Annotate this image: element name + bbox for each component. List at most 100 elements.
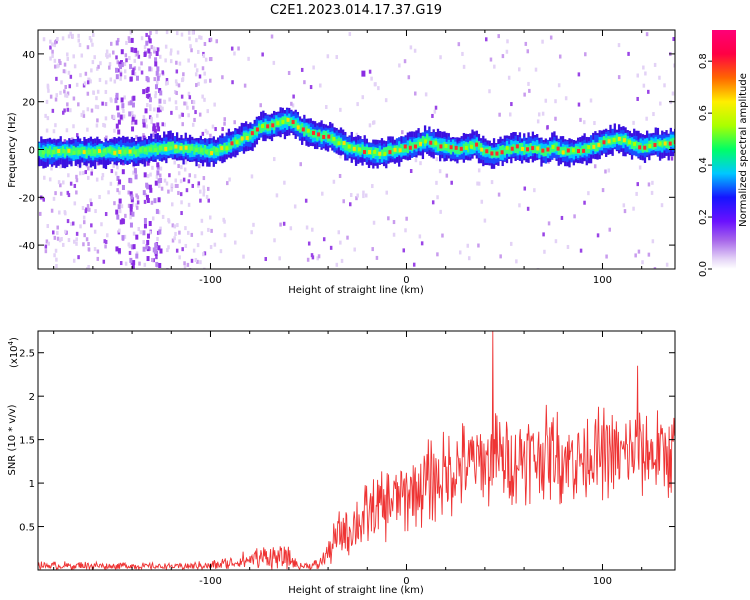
spectrogram-speckle	[60, 80, 63, 85]
spectrogram-speckle	[191, 99, 194, 104]
spectrogram-speckle	[84, 170, 88, 175]
spectrogram-ridge-cell	[115, 149, 118, 157]
spectrogram-ridge-core	[541, 148, 545, 153]
spectrogram-streak	[159, 90, 163, 96]
spectrogram-streak	[129, 64, 133, 70]
spectrogram-speckle	[173, 224, 177, 229]
spectrogram-speckle	[94, 209, 97, 214]
spectrogram-ylabel: Frequency (Hz)	[7, 112, 18, 188]
spectrogram-speckle	[149, 51, 152, 56]
spectrogram-speckle	[404, 228, 407, 233]
spectrogram-ridge-core	[561, 150, 565, 155]
spectrogram-speckle	[375, 255, 379, 260]
spectrogram-ridge-cell	[387, 145, 390, 154]
spectrogram-speckle	[642, 65, 645, 70]
spectrogram-speckle	[87, 77, 91, 82]
spectrogram-speckle	[233, 51, 236, 56]
spectrogram-speckle	[104, 244, 107, 249]
spectrogram-speckle	[63, 62, 67, 67]
spectrogram-ridge-core	[510, 146, 514, 151]
spectrogram-speckle	[536, 119, 540, 124]
spectrogram-speckle	[104, 239, 108, 244]
spectrogram-ridge-core	[306, 128, 310, 133]
spectrogram-speckle	[72, 239, 76, 244]
spectrogram-speckle	[160, 186, 164, 191]
spectrogram-speckle	[283, 180, 286, 185]
spectrogram-ridge-cell	[264, 122, 267, 130]
spectrogram-speckle	[51, 49, 54, 54]
spectrogram-streak	[143, 217, 147, 223]
spectrogram-speckle	[129, 211, 133, 216]
spectrogram-speckle	[180, 211, 183, 216]
spectrogram-speckle	[93, 55, 96, 60]
spectrogram-ridge-cell	[594, 143, 597, 152]
spectrogram-speckle	[52, 230, 55, 235]
spectrogram-speckle	[97, 64, 100, 69]
spectrogram-speckle	[250, 230, 253, 235]
spectrogram-speckle	[67, 70, 71, 75]
spectrogram-speckle	[653, 62, 657, 67]
spectrogram-speckle	[371, 247, 374, 252]
spectrogram-speckle	[219, 249, 223, 254]
spectrogram-ridge-core	[184, 145, 188, 150]
spectrogram-speckle	[403, 59, 407, 64]
spectrogram-speckle	[69, 181, 73, 186]
spectrogram-ridge-core	[128, 149, 132, 154]
spectrogram-speckle	[431, 200, 435, 205]
spectrogram-ridge-core	[403, 144, 407, 149]
spectrogram-speckle	[145, 32, 148, 37]
spectrogram-speckle	[55, 264, 58, 269]
spectrogram-speckle	[413, 48, 417, 53]
spectrogram-speckle	[54, 248, 58, 253]
spectrogram-speckle	[90, 38, 93, 43]
spectrogram-speckle	[273, 238, 276, 243]
spectrogram-speckle	[338, 173, 342, 178]
spectrogram-ridge-core	[143, 147, 147, 152]
spectrogram-speckle	[300, 67, 304, 72]
spectrogram-speckle	[154, 94, 157, 99]
spectrogram-speckle	[329, 245, 333, 250]
spectrogram-ridge-cell	[389, 146, 392, 154]
spectrogram-ridge-cell	[333, 137, 336, 145]
spectrogram-speckle	[201, 94, 204, 99]
spectrogram-speckle	[45, 99, 49, 104]
spectrogram-speckle	[194, 110, 197, 115]
spectrogram-ytick-label: 20	[22, 98, 35, 109]
spectrogram-speckle	[523, 186, 527, 191]
spectrogram-speckle	[483, 218, 487, 223]
spectrogram-speckle	[75, 237, 78, 242]
spectrogram-speckle	[146, 174, 150, 179]
spectrogram-ridge-core	[62, 148, 66, 153]
spectrogram-speckle	[159, 108, 162, 113]
spectrogram-speckle	[108, 62, 112, 67]
spectrogram-streak	[131, 244, 135, 250]
spectrogram-ridge-core	[368, 150, 372, 155]
spectrogram-speckle	[103, 239, 107, 244]
spectrogram-streak	[146, 233, 150, 239]
spectrogram-ridge-core	[240, 136, 244, 141]
spectrogram-speckle	[140, 36, 144, 41]
spectrogram-speckle	[96, 89, 100, 94]
spectrogram-speckle	[102, 122, 105, 127]
spectrogram-speckle	[149, 104, 152, 109]
spectrogram-speckle	[133, 114, 137, 119]
spectrogram-speckle	[353, 247, 356, 252]
spectrogram-streak	[129, 100, 133, 106]
spectrogram-speckle	[169, 48, 173, 53]
spectrogram-speckle	[497, 192, 501, 197]
spectrogram-speckle	[155, 47, 158, 52]
spectrogram-speckle	[583, 120, 586, 125]
spectrogram-speckle	[77, 33, 80, 38]
spectrogram-ridge-core	[332, 136, 336, 141]
spectrogram-speckle	[223, 117, 226, 122]
spectrogram-ridge-core	[520, 146, 524, 151]
spectrogram-speckle	[58, 210, 61, 215]
spectrogram-ridge-cell	[671, 137, 675, 146]
spectrogram-speckle	[190, 258, 194, 263]
spectrogram-ridge-core	[495, 151, 499, 156]
spectrogram-speckle	[632, 206, 635, 211]
spectrogram-streak	[145, 88, 149, 94]
spectrogram-speckle	[95, 123, 99, 128]
spectrogram-ridge-cell	[630, 140, 634, 149]
spectrogram-streak	[154, 61, 158, 67]
